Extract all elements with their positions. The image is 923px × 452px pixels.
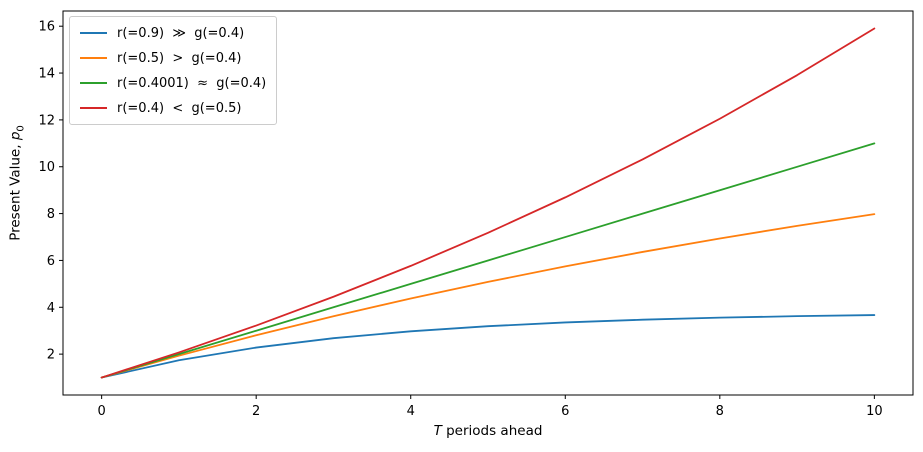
y-tick-label: 10	[38, 160, 55, 175]
y-tick-label: 4	[47, 301, 55, 316]
y-tick-label: 2	[47, 348, 55, 363]
legend-line-swatch	[80, 57, 107, 59]
x-tick-label: 8	[716, 404, 724, 419]
x-axis-label: T periods ahead	[63, 423, 913, 439]
line-series-2	[100, 142, 876, 379]
legend: r(=0.9) ≫ g(=0.4) r(=0.5) > g(=0.4) r(=0…	[69, 16, 278, 125]
y-axis-label-var: p	[7, 131, 24, 141]
y-tick-label: 16	[38, 20, 55, 35]
legend-item: r(=0.4001) ≈ g(=0.4)	[80, 74, 266, 92]
line-series-3	[100, 27, 876, 379]
legend-item: r(=0.9) ≫ g(=0.4)	[80, 24, 266, 42]
line-series-0	[100, 314, 876, 379]
y-axis-label: Present Value, p0	[8, 125, 27, 241]
x-tick-label: 2	[252, 404, 260, 419]
legend-line-swatch	[80, 107, 107, 109]
x-tick-label: 0	[97, 404, 105, 419]
y-tick-label: 12	[38, 113, 55, 128]
x-axis-label-var: T	[433, 423, 442, 439]
y-axis-label-text: Present Value,	[7, 140, 24, 241]
y-tick-label: 14	[38, 67, 55, 82]
legend-label: r(=0.9) ≫ g(=0.4)	[117, 25, 245, 41]
x-axis-label-text: periods ahead	[441, 423, 543, 439]
legend-label: r(=0.4) < g(=0.5)	[117, 100, 242, 116]
y-axis-label-sub: 0	[15, 125, 27, 132]
legend-line-swatch	[80, 82, 107, 84]
x-tick-label: 4	[407, 404, 415, 419]
legend-item: r(=0.4) < g(=0.5)	[80, 99, 266, 117]
line-series-1	[100, 213, 876, 379]
x-tick-label: 6	[561, 404, 569, 419]
x-tick-label: 10	[866, 404, 883, 419]
legend-label: r(=0.4001) ≈ g(=0.4)	[117, 75, 267, 91]
legend-line-swatch	[80, 32, 107, 34]
y-tick-label: 6	[47, 254, 55, 269]
legend-label: r(=0.5) > g(=0.4)	[117, 50, 242, 66]
plot-frame	[62, 10, 914, 396]
y-tick-label: 8	[47, 207, 55, 222]
legend-item: r(=0.5) > g(=0.4)	[80, 49, 266, 67]
